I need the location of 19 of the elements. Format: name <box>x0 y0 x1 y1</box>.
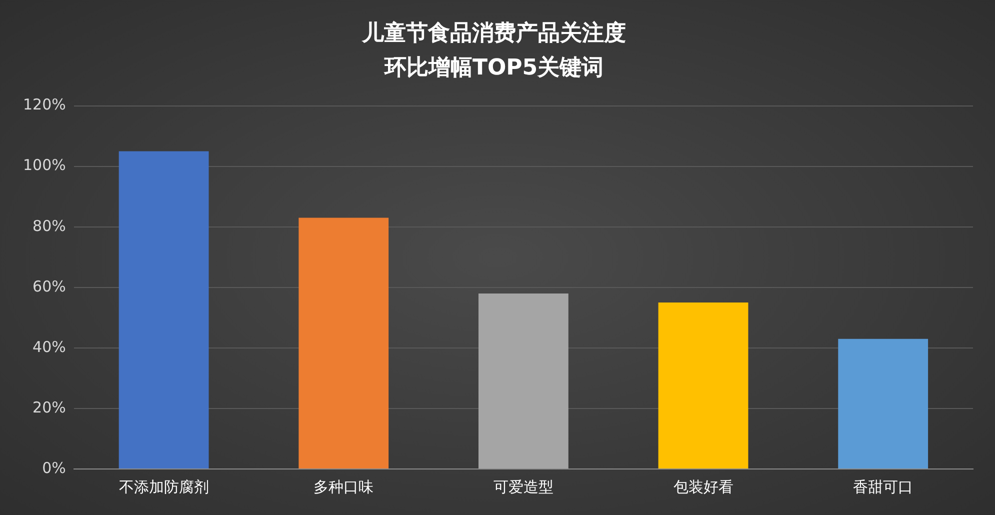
y-tick-label: 100% <box>22 156 66 174</box>
chart-title: 儿童节食品消费产品关注度 <box>361 20 626 46</box>
x-tick-label: 包装好看 <box>673 478 734 496</box>
bar <box>838 338 928 468</box>
bar <box>298 218 389 468</box>
x-tick-label: 香甜可口 <box>853 478 914 496</box>
bar <box>658 302 748 468</box>
y-tick-label: 120% <box>22 96 66 114</box>
y-tick-label: 20% <box>32 398 66 416</box>
y-tick-label: 60% <box>32 277 66 296</box>
bar <box>478 293 568 468</box>
y-tick-label: 40% <box>32 338 66 356</box>
x-tick-label: 可爱造型 <box>493 478 554 496</box>
y-tick-label: 0% <box>42 458 66 477</box>
x-tick-label: 多种口味 <box>314 478 374 496</box>
bar <box>118 151 209 468</box>
y-tick-label: 80% <box>32 216 66 235</box>
x-tick-label: 不添加防腐剂 <box>118 478 209 496</box>
chart-subtitle: 环比增幅TOP5关键词 <box>383 55 604 80</box>
